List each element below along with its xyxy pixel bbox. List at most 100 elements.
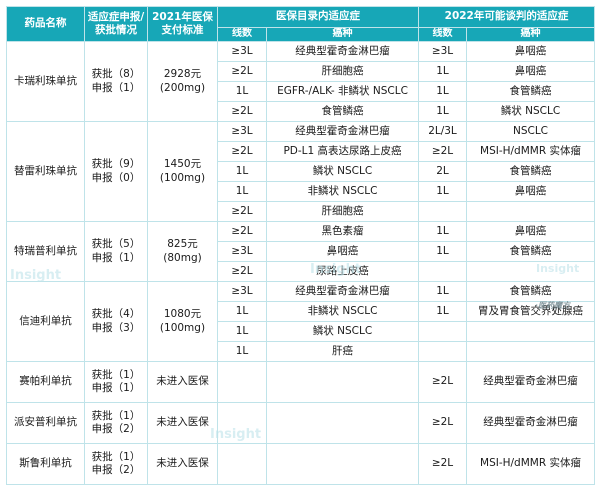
application-status: 获批（8） 申报（1） <box>84 41 148 122</box>
catalog-cancer: 肝癌 <box>266 341 419 362</box>
table-row: 卡瑞利珠单抗 获批（8） 申报（1） 2928元 (200mg) ≥3L 经典型霍奇金淋巴瘤… <box>6 41 596 122</box>
approved-count: 获批（1） <box>91 450 141 463</box>
header-catalog-indications: 医保目录内适应症 <box>217 6 419 28</box>
table-row: 派安普利单抗 获批（1） 申报（2） 未进入医保 ≥2L 经典型霍奇金淋巴瘤 <box>6 402 596 444</box>
table-row: ≥2L 肝细胞癌 1L 鼻咽癌 <box>7 61 596 82</box>
catalog-line: ≥2L <box>217 221 267 242</box>
possible-cancer <box>465 201 596 222</box>
price-dose: (200mg) <box>159 81 206 94</box>
drug-name: 卡瑞利珠单抗 <box>6 41 85 122</box>
page: 药品名称 适应症申报/获批情况 2021年医保支付标准 医保目录内适应症 202… <box>6 6 596 485</box>
catalog-cancer <box>266 443 419 485</box>
catalog-line: 1L <box>217 301 267 322</box>
filed-count: 申报（1） <box>91 251 141 264</box>
table-row: 赛帕利单抗 获批（1） 申报（1） 未进入医保 ≥2L 经典型霍奇金淋巴瘤 <box>6 361 596 403</box>
possible-line <box>418 201 467 222</box>
possible-cancer: 经典型霍奇金淋巴瘤 <box>465 402 596 444</box>
catalog-cancer: 食管鳞癌 <box>266 101 419 122</box>
drug-name: 赛帕利单抗 <box>6 361 85 403</box>
header-row: 药品名称 适应症申报/获批情况 2021年医保支付标准 医保目录内适应症 202… <box>6 6 596 42</box>
drug-name: 替雷利珠单抗 <box>6 121 85 222</box>
price-cell: 未进入医保 <box>147 361 218 403</box>
drug-name: 派安普利单抗 <box>6 402 85 444</box>
table-body: 卡瑞利珠单抗 获批（8） 申报（1） 2928元 (200mg) ≥3L 经典型霍奇金淋巴瘤… <box>6 41 596 485</box>
possible-cancer: 食管鳞癌 <box>465 281 596 302</box>
drug-name: 信迪利单抗 <box>6 281 85 362</box>
catalog-cancer: 经典型霍奇金淋巴瘤 <box>266 121 419 142</box>
price-cell: 未进入医保 <box>147 443 218 485</box>
catalog-line: 1L <box>217 181 267 202</box>
possible-line: 1L <box>418 221 467 242</box>
price-cell: 未进入医保 <box>147 402 218 444</box>
price-cell: 1080元 (100mg) <box>147 281 218 362</box>
catalog-cancer: 非鳞状 NSCLC <box>266 181 419 202</box>
possible-line <box>418 341 467 362</box>
application-status: 获批（1） 申报（2） <box>84 402 148 444</box>
application-status: 获批（5） 申报（1） <box>84 221 148 282</box>
catalog-line <box>217 361 267 403</box>
filed-count: 申报（2） <box>91 464 141 476</box>
catalog-cancer: 肝细胞癌 <box>266 61 419 82</box>
catalog-cancer: 非鳞状 NSCLC <box>266 301 419 322</box>
possible-line: 1L <box>418 301 467 322</box>
possible-cancer: 食管鳞癌 <box>465 161 596 182</box>
table-row: ≥2L PD-L1 高表达尿路上皮癌 ≥2L MSI-H/dMMR 实体瘤 <box>7 141 596 162</box>
table-row: ≥2L 尿路上皮癌 <box>7 261 596 282</box>
possible-line: 1L <box>418 101 467 122</box>
possible-cancer: 鼻咽癌 <box>465 61 596 82</box>
header-drug-name: 药品名称 <box>6 6 85 42</box>
possible-cancer: 食管鳞癌 <box>465 241 596 262</box>
possible-line: 1L <box>418 181 467 202</box>
possible-cancer: 鼻咽癌 <box>465 181 596 202</box>
catalog-line: 1L <box>217 341 267 362</box>
possible-line: ≥2L <box>418 443 467 485</box>
table-row: 1L 非鳞状 NSCLC 1L 鼻咽癌 <box>7 181 596 202</box>
approved-count: 获批（4） <box>91 308 141 321</box>
header-possible-2022: 2022年可能谈判的适应症 <box>417 6 596 28</box>
catalog-line: ≥3L <box>217 281 267 302</box>
filed-count: 申报（0） <box>91 171 141 184</box>
table-row: 1L 肝癌 <box>7 341 596 362</box>
header-cancer-type-2022: 癌种 <box>465 27 596 42</box>
header-application-status: 适应症申报/获批情况 <box>84 6 148 42</box>
possible-line: 1L <box>418 81 467 102</box>
catalog-line: ≥2L <box>217 61 267 82</box>
catalog-line: ≥3L <box>217 41 267 62</box>
possible-cancer: 食管鳞癌 <box>465 81 596 102</box>
catalog-line <box>217 443 267 485</box>
possible-line: 2L <box>418 161 467 182</box>
catalog-line: ≥2L <box>217 201 267 222</box>
catalog-line <box>217 402 267 444</box>
possible-cancer: NSCLC <box>465 121 596 142</box>
table-row: 1L EGFR-/ALK- 非鳞状 NSCLC 1L 食管鳞癌 <box>7 81 596 102</box>
possible-cancer <box>465 341 596 362</box>
possible-line: ≥3L <box>418 41 467 62</box>
catalog-cancer: EGFR-/ALK- 非鳞状 NSCLC <box>266 81 419 102</box>
table-row: 信迪利单抗 获批（4） 申报（3） 1080元 (100mg) ≥3L 经典型霍奇金淋巴瘤 1… <box>6 281 596 362</box>
catalog-cancer: 经典型霍奇金淋巴瘤 <box>266 281 419 302</box>
price-dose: (80mg) <box>163 251 202 264</box>
pd1-indication-table: 药品名称 适应症申报/获批情况 2021年医保支付标准 医保目录内适应症 202… <box>6 6 596 485</box>
header-line-count: 线数 <box>217 27 267 42</box>
possible-cancer: 鼻咽癌 <box>465 41 596 62</box>
price-dose: (100mg) <box>159 321 206 334</box>
possible-cancer: MSI-H/dMMR 实体瘤 <box>465 443 596 485</box>
approved-count: 获批（9） <box>91 158 141 171</box>
application-status: 获批（1） 申报（1） <box>84 361 148 403</box>
filed-count: 申报（1） <box>91 81 141 94</box>
possible-line: ≥2L <box>418 361 467 403</box>
price-value: 1080元 <box>163 308 202 321</box>
approved-count: 获批（8） <box>91 68 141 81</box>
possible-cancer <box>465 321 596 342</box>
possible-line: 1L <box>418 241 467 262</box>
approved-count: 获批（1） <box>91 409 141 422</box>
catalog-cancer <box>266 361 419 403</box>
table-row: 斯鲁利单抗 获批（1） 申报（2） 未进入医保 ≥2L MSI-H/dMMR 实体瘤 <box>6 443 596 485</box>
table-row: 1L 非鳞状 NSCLC 1L 胃及胃食管交界处腺癌 <box>7 301 596 322</box>
approved-count: 获批（1） <box>91 368 141 381</box>
catalog-cancer: 尿路上皮癌 <box>266 261 419 282</box>
catalog-cancer: 鼻咽癌 <box>266 241 419 262</box>
catalog-cancer: 经典型霍奇金淋巴瘤 <box>266 41 419 62</box>
possible-cancer: 胃及胃食管交界处腺癌 <box>465 301 596 322</box>
possible-line: ≥2L <box>418 141 467 162</box>
